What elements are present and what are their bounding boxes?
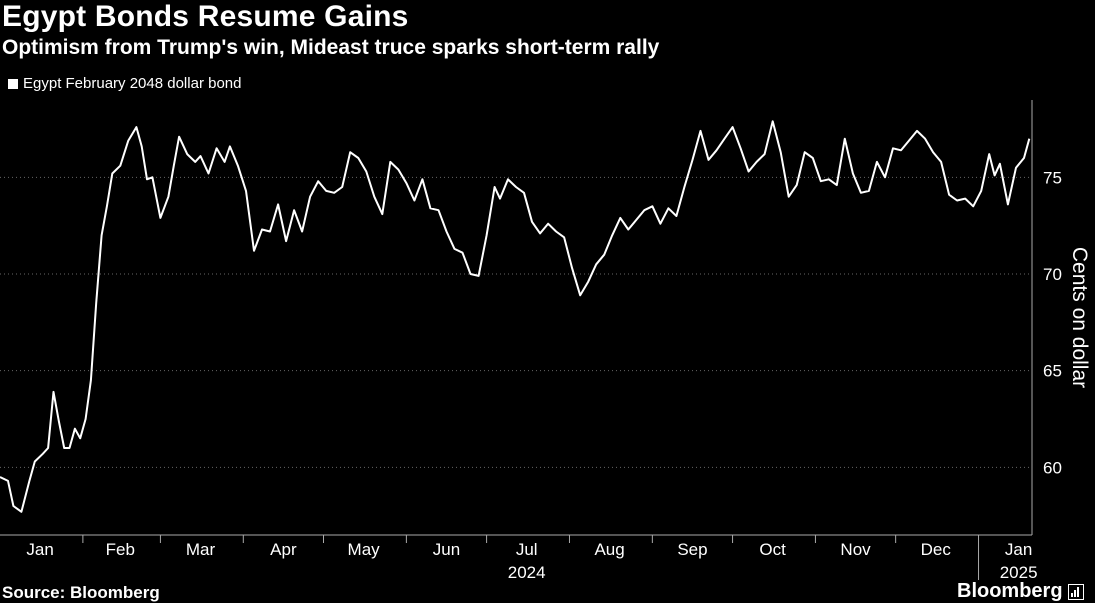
y-axis-title: Cents on dollar xyxy=(1068,247,1091,388)
source-note: Source: Bloomberg xyxy=(2,583,160,602)
x-tick-label: Feb xyxy=(106,540,135,559)
x-tick-label: May xyxy=(348,540,381,559)
x-tick-label: Jul xyxy=(516,540,538,559)
y-tick-label: 70 xyxy=(1043,265,1062,284)
y-tick-label: 60 xyxy=(1043,458,1062,477)
brand-name: Bloomberg xyxy=(957,580,1063,602)
x-year-label: 2025 xyxy=(1000,563,1038,582)
x-tick-label: Jan xyxy=(26,540,53,559)
y-tick-label: 75 xyxy=(1043,168,1062,187)
x-year-label: 2024 xyxy=(508,563,546,582)
series-line-egypt-2048-bond xyxy=(0,120,1031,513)
chart-title: Egypt Bonds Resume Gains xyxy=(2,0,409,33)
x-tick-label: Mar xyxy=(186,540,216,559)
x-tick-label: Jun xyxy=(433,540,460,559)
x-tick-label: Apr xyxy=(270,540,297,559)
brand-logo: Bloomberg xyxy=(957,580,1084,603)
y-tick-label: 65 xyxy=(1043,362,1062,381)
x-tick-label: Oct xyxy=(759,540,786,559)
legend: Egypt February 2048 dollar bond xyxy=(8,75,241,92)
legend-swatch-icon xyxy=(8,78,18,89)
bloomberg-terminal-icon xyxy=(1067,583,1084,600)
chart-subtitle: Optimism from Trump's win, Mideast truce… xyxy=(2,36,660,59)
x-tick-label: Aug xyxy=(594,540,624,559)
x-tick-label: Dec xyxy=(921,540,952,559)
legend-label: Egypt February 2048 dollar bond xyxy=(23,75,242,92)
x-tick-label: Jan xyxy=(1005,540,1032,559)
x-tick-label: Nov xyxy=(840,540,871,559)
x-tick-label: Sep xyxy=(677,540,707,559)
